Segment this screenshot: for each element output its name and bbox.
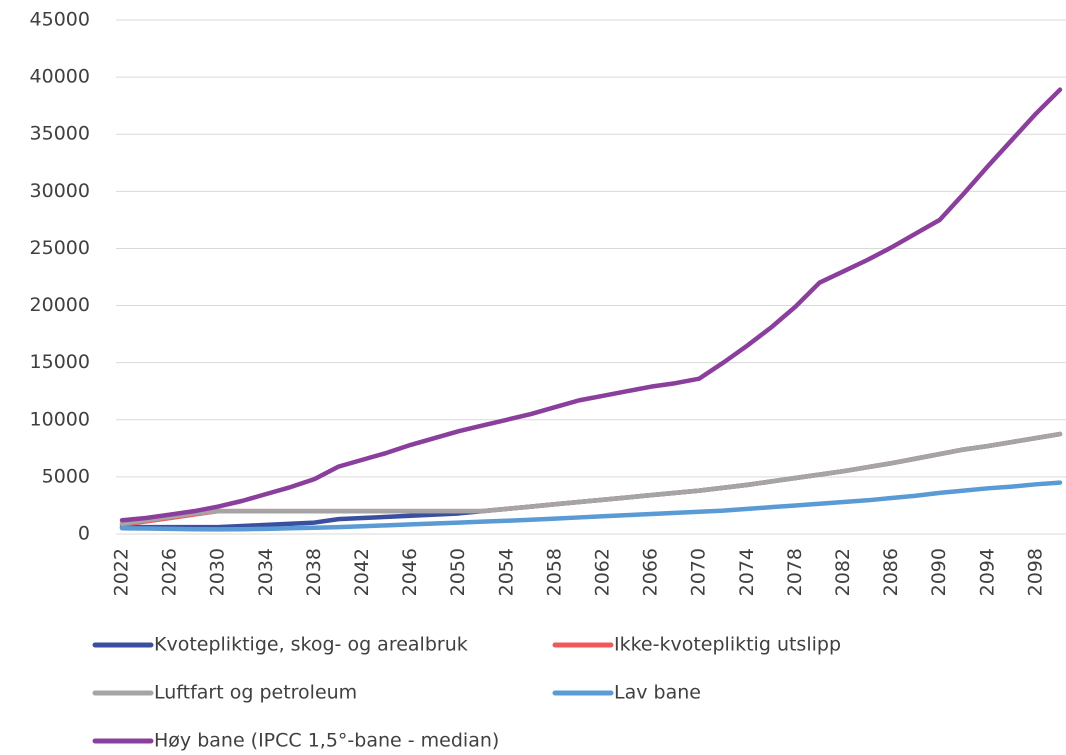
series-line xyxy=(119,431,1063,526)
x-tick-label: 2054 xyxy=(495,548,517,596)
series-line xyxy=(119,87,1063,523)
x-tick-label: 2046 xyxy=(399,548,421,596)
y-tick-label: 35000 xyxy=(30,123,90,145)
x-tick-label: 2098 xyxy=(1024,548,1046,596)
y-tick-label: 40000 xyxy=(30,66,90,88)
y-tick-label: 0 xyxy=(78,523,90,545)
series-line xyxy=(119,480,1063,532)
x-tick-label: 2070 xyxy=(688,548,710,596)
y-tick-label: 20000 xyxy=(30,294,90,316)
x-tick-label: 2066 xyxy=(640,548,662,596)
x-tick-label: 2062 xyxy=(592,548,614,596)
y-tick-label: 15000 xyxy=(30,351,90,373)
legend-label: Luftfart og petroleum xyxy=(154,682,357,704)
x-tick-label: 2050 xyxy=(447,548,469,596)
x-tick-label: 2074 xyxy=(736,548,758,596)
x-tick-label: 2026 xyxy=(159,548,181,596)
x-tick-label: 2038 xyxy=(303,548,325,596)
legend-label: Høy bane (IPCC 1,5°-bane - median) xyxy=(154,730,499,752)
x-tick-label: 2058 xyxy=(543,548,565,596)
legend-label: Ikke-kvotepliktig utslipp xyxy=(614,634,841,656)
x-tick-label: 2042 xyxy=(351,548,373,596)
x-tick-label: 2082 xyxy=(832,548,854,596)
y-tick-label: 30000 xyxy=(30,180,90,202)
x-tick-label: 2030 xyxy=(207,548,229,596)
x-tick-label: 2078 xyxy=(784,548,806,596)
x-tick-label: 2086 xyxy=(880,548,902,596)
x-tick-label: 2094 xyxy=(976,548,998,596)
legend-label: Lav bane xyxy=(614,682,701,704)
legend-label: Kvotepliktige, skog- og arealbruk xyxy=(154,634,468,656)
y-tick-label: 5000 xyxy=(42,465,90,487)
y-tick-label: 45000 xyxy=(30,9,90,31)
y-tick-label: 25000 xyxy=(30,237,90,259)
y-tick-label: 10000 xyxy=(30,408,90,430)
x-tick-label: 2022 xyxy=(111,548,133,596)
x-tick-label: 2034 xyxy=(255,548,277,596)
x-tick-label: 2090 xyxy=(928,548,950,596)
